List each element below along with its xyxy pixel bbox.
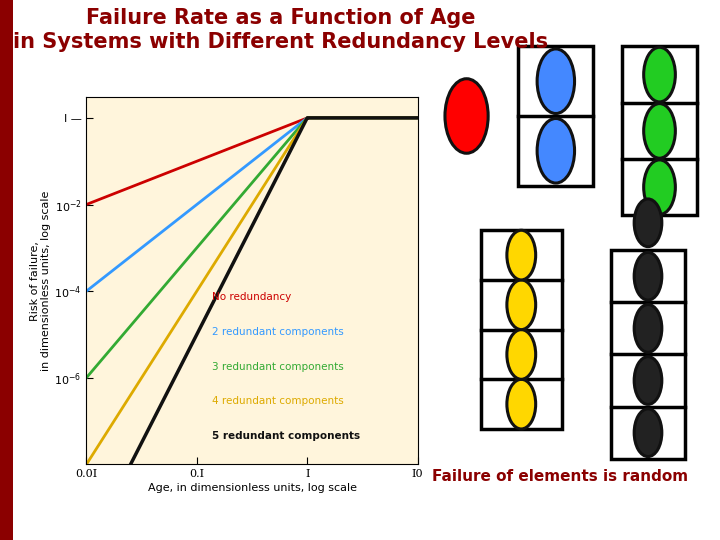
Circle shape [644, 160, 675, 214]
Circle shape [445, 79, 488, 153]
Circle shape [644, 48, 675, 102]
Circle shape [644, 104, 675, 158]
Circle shape [507, 230, 536, 280]
Text: Failure of elements is random: Failure of elements is random [432, 469, 688, 484]
Text: No redundancy: No redundancy [212, 292, 292, 302]
Circle shape [537, 49, 575, 113]
Circle shape [507, 280, 536, 329]
Circle shape [507, 379, 536, 429]
Text: 4 redundant components: 4 redundant components [212, 396, 344, 407]
Text: 5 redundant components: 5 redundant components [212, 431, 361, 441]
Circle shape [634, 357, 662, 404]
Circle shape [537, 118, 575, 183]
Y-axis label: Risk of failure,
in dimensionless units, log scale: Risk of failure, in dimensionless units,… [30, 191, 51, 371]
Bar [481, 230, 562, 429]
Circle shape [507, 329, 536, 379]
Bar [518, 46, 593, 186]
Circle shape [634, 305, 662, 352]
Text: 3 redundant components: 3 redundant components [212, 362, 344, 372]
Text: 2 redundant components: 2 redundant components [212, 327, 344, 337]
Text: Failure Rate as a Function of Age
in Systems with Different Redundancy Levels: Failure Rate as a Function of Age in Sys… [13, 8, 549, 52]
Bar [611, 250, 685, 459]
X-axis label: Age, in dimensionless units, log scale: Age, in dimensionless units, log scale [148, 483, 356, 494]
Circle shape [634, 409, 662, 456]
Bar [622, 46, 697, 215]
Circle shape [634, 252, 662, 300]
Circle shape [634, 199, 662, 247]
